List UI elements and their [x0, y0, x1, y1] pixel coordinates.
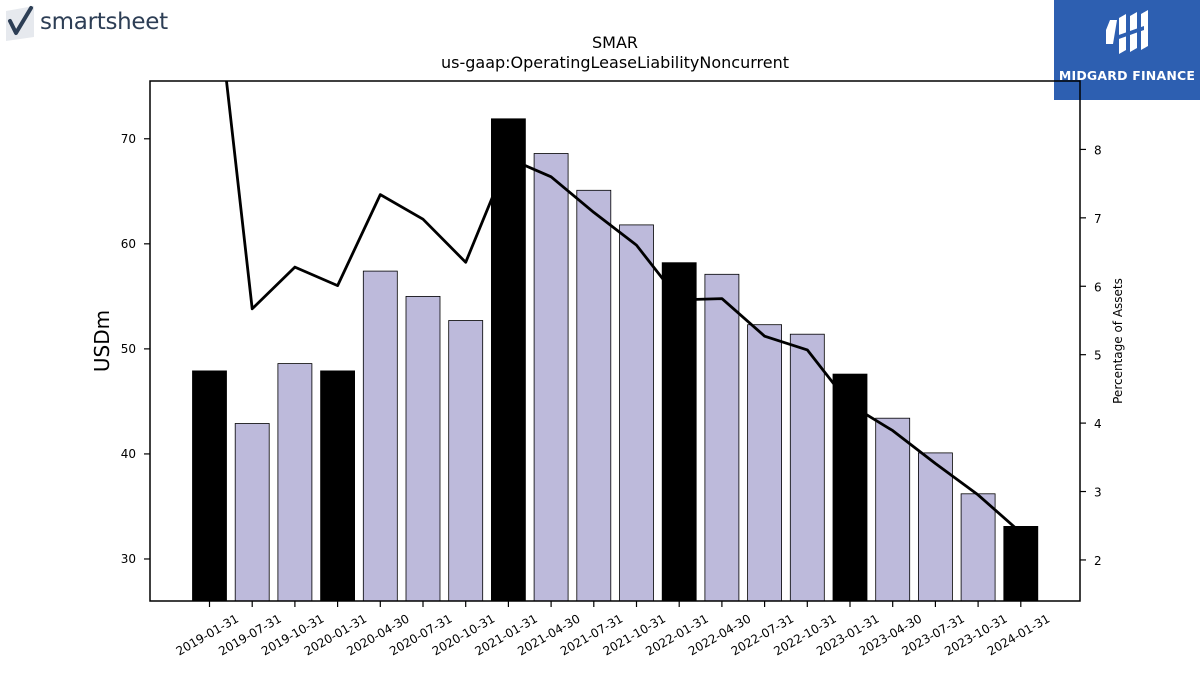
y2-axis-label: Percentage of Assets [1111, 278, 1125, 404]
bar-2022-01-31 [661, 262, 697, 602]
y-axis-label: USDm [90, 310, 114, 372]
bar-2024-01-31 [1003, 526, 1039, 602]
bar-2020-10-31 [448, 320, 484, 602]
y-tick-label: 30 [121, 552, 136, 566]
y2-tick-label: 5 [1094, 349, 1102, 363]
bar-2020-07-31 [405, 295, 441, 602]
bar-2022-04-30 [704, 273, 740, 602]
bar-2021-07-31 [576, 189, 612, 602]
checkmark-icon [6, 6, 34, 41]
midgard-finance-logo: MIDGARD FINANCE [1054, 0, 1200, 100]
bar-2023-04-30 [875, 417, 911, 602]
y2-tick-label: 6 [1094, 280, 1102, 294]
bar-2019-10-31 [277, 363, 313, 602]
smartsheet-logo: smartsheet [4, 2, 168, 42]
plot-frame [149, 80, 1081, 602]
bar-2020-01-31 [320, 370, 356, 602]
bar-2022-07-31 [747, 324, 782, 602]
y2-tick-label: 7 [1094, 212, 1102, 226]
bar-2021-04-30 [533, 153, 569, 602]
bar-2020-04-30 [362, 270, 398, 602]
y2-tick-label: 4 [1094, 417, 1102, 431]
y2-tick-label: 3 [1094, 486, 1102, 500]
smartsheet-wordmark: smartsheet [40, 9, 168, 35]
bar-2023-01-31 [832, 373, 868, 602]
bar-2019-01-31 [192, 370, 227, 602]
bar-2021-10-31 [619, 224, 654, 602]
x-axis: 2019-01-312019-07-312019-10-312020-01-31… [174, 601, 1052, 658]
line-layer [225, 81, 1022, 534]
chart-title: SMAR [592, 33, 638, 52]
percentage-line [225, 81, 1022, 534]
y-tick-label: 50 [121, 342, 136, 356]
midgard-mark-icon [1106, 10, 1148, 54]
bar-2022-10-31 [789, 333, 825, 602]
chart-subtitle: us-gaap:OperatingLeaseLiabilityNoncurren… [441, 53, 789, 72]
y-axis-left: 30 40 50 60 70 [121, 132, 150, 566]
y2-tick-label: 2 [1094, 554, 1102, 568]
y-tick-label: 40 [121, 447, 136, 461]
y-tick-label: 70 [121, 132, 136, 146]
y-axis-right: 2 3 4 5 6 7 8 [1080, 143, 1102, 568]
y-tick-label: 60 [121, 237, 136, 251]
bars-layer [192, 118, 1039, 602]
y2-tick-label: 8 [1094, 143, 1102, 157]
bar-2023-07-31 [918, 452, 953, 602]
bar-2023-10-31 [960, 493, 996, 602]
bar-2021-01-31 [490, 118, 526, 602]
bar-2019-07-31 [234, 423, 270, 602]
midgard-finance-wordmark: MIDGARD FINANCE [1058, 68, 1196, 83]
